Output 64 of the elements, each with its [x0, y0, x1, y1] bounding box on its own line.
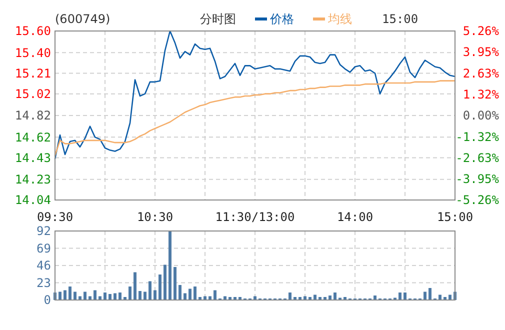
- bar: [194, 286, 196, 300]
- bar: [148, 281, 152, 300]
- line-series: [54, 30, 456, 160]
- bar: [188, 288, 192, 300]
- y-tick-label: 15.02: [14, 87, 51, 102]
- x-tick-label: 15:00: [436, 210, 474, 224]
- text: 15:00: [382, 12, 418, 26]
- bar: [168, 231, 172, 300]
- y-tick-label: 15.40: [14, 46, 51, 60]
- y2-tick-label: 0.00%: [462, 108, 500, 123]
- y-tick-label: 23: [36, 276, 51, 290]
- bar: [108, 294, 112, 300]
- bar: [68, 286, 72, 300]
- y-tick-label: 14.04: [14, 193, 51, 208]
- bar: [74, 292, 76, 300]
- bar: [144, 292, 146, 300]
- y-tick-label: 46: [36, 258, 51, 273]
- y-tick-label: 15.21: [14, 66, 51, 80]
- line-series: [54, 80, 456, 156]
- bar: [154, 290, 156, 300]
- y2-tick-label: 5.26%: [462, 24, 500, 38]
- chart-subtitle: 分时图: [200, 12, 236, 26]
- bar: [404, 292, 406, 300]
- y2-tick-label: 2.63%: [462, 66, 500, 80]
- x-tick-label: 11:30/13:00: [215, 210, 295, 224]
- bar: [94, 290, 96, 300]
- bar: [64, 290, 66, 300]
- legend-label: 价格: [269, 12, 294, 26]
- x-tick-label: 09:30: [36, 210, 74, 224]
- y2-tick-label: 3.95%: [462, 45, 500, 60]
- bar: [164, 264, 166, 300]
- bar: [334, 292, 336, 300]
- chart-title: (600749): [55, 12, 110, 26]
- y-tick-label: 15.60: [14, 24, 51, 38]
- y-tick-label: 69: [36, 241, 51, 256]
- bar: [104, 292, 106, 300]
- bar: [288, 292, 292, 300]
- bar: [178, 285, 182, 300]
- legend-label: 均线: [327, 12, 352, 26]
- bar: [128, 286, 132, 300]
- bar: [138, 291, 142, 300]
- bar: [58, 292, 62, 300]
- y2-tick-label: -5.26%: [456, 193, 500, 208]
- y-tick-label: 92: [36, 224, 51, 238]
- y2-tick-label: -3.95%: [456, 172, 500, 186]
- bar: [118, 292, 122, 300]
- y-tick-label: 14.82: [14, 108, 51, 123]
- y-tick-label: 0: [44, 293, 51, 308]
- bar: [84, 292, 86, 300]
- y-tick-label: 14.62: [14, 130, 51, 144]
- y2-tick-label: -2.63%: [456, 150, 500, 165]
- y2-tick-label: -1.32%: [456, 130, 500, 144]
- y-tick-label: 14.43: [14, 150, 51, 165]
- bar: [134, 272, 136, 300]
- bar: [174, 267, 176, 300]
- bar: [214, 290, 216, 300]
- x-tick-label: 14:00: [336, 210, 374, 224]
- bar: [398, 292, 402, 300]
- bar: [428, 288, 432, 300]
- y2-tick-label: 1.32%: [462, 87, 500, 102]
- x-tick-label: 10:30: [136, 210, 174, 224]
- bar: [158, 274, 162, 300]
- bar: [424, 292, 426, 300]
- y-tick-label: 14.23: [14, 172, 51, 187]
